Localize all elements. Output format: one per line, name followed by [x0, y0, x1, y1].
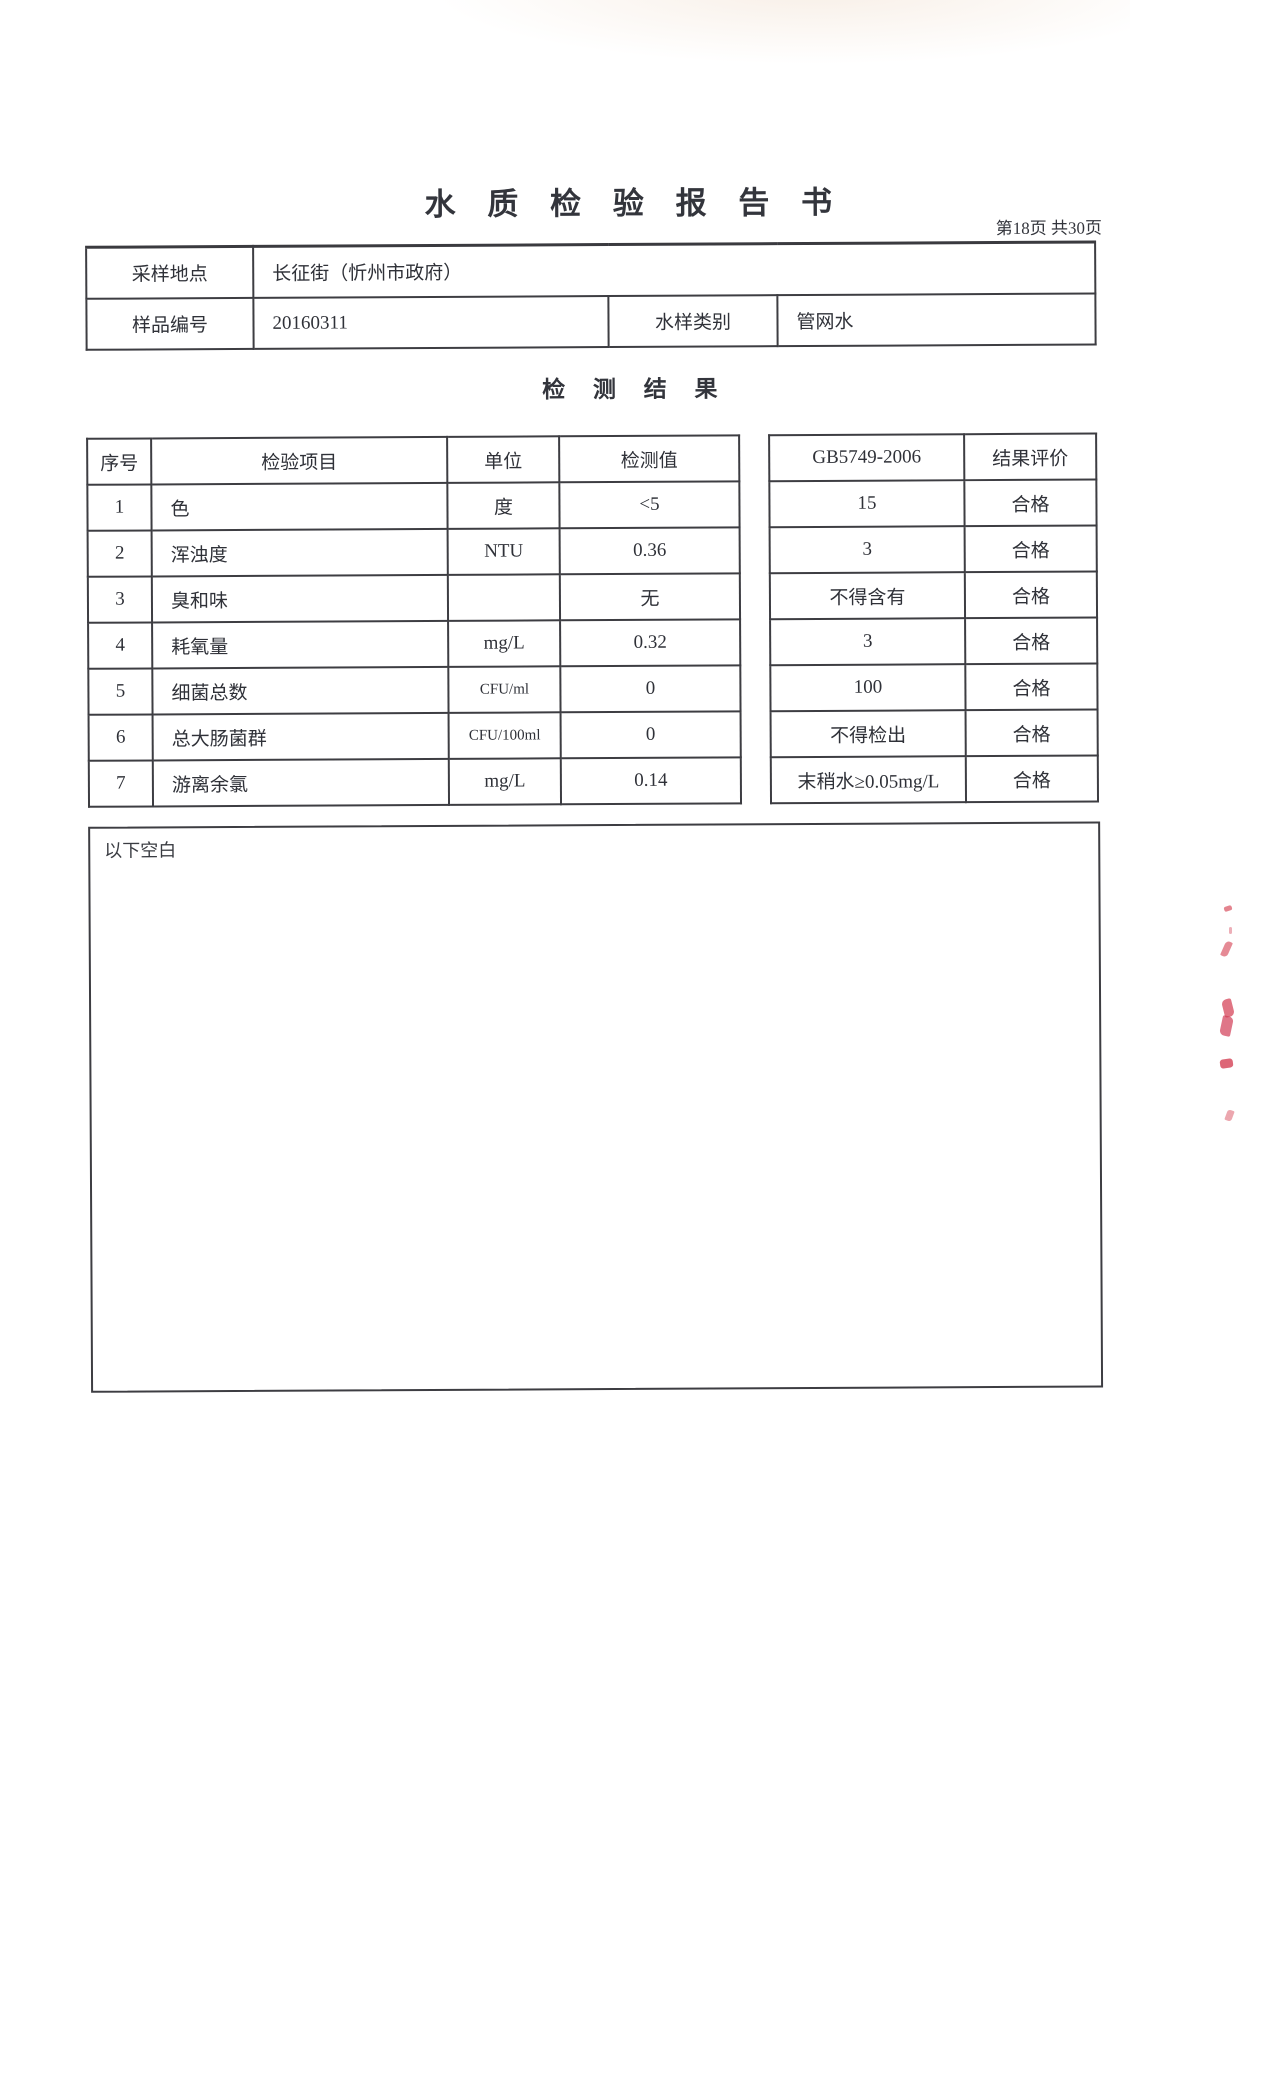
row-unit: mg/L	[448, 758, 562, 805]
table-row: 3 合格	[769, 525, 1097, 574]
section-heading: 检 测 结 果	[542, 376, 729, 403]
sample-info-table: 采样地点 长征街（忻州市政府） 样品编号 20160311 水样类别 管网水	[85, 240, 1097, 351]
sample-id-label: 样品编号	[86, 297, 254, 350]
row-item: 总大肠菌群	[152, 712, 449, 761]
table-row: 末稍水≥0.05mg/L 合格	[770, 755, 1099, 804]
row-value: 0.32	[560, 619, 741, 667]
sampling-site-value: 长征街（忻州市政府）	[253, 242, 1096, 298]
row-standard: 3	[769, 526, 965, 574]
col-header-item: 检验项目	[151, 436, 448, 485]
row-value: 0	[560, 711, 741, 759]
row-item: 臭和味	[151, 574, 449, 623]
table-row: 不得检出 合格	[770, 709, 1098, 758]
water-type-label: 水样类别	[608, 295, 778, 348]
row-unit: NTU	[447, 528, 560, 575]
row-value: 无	[559, 573, 741, 621]
table-header-row: GB5749-2006 结果评价	[769, 433, 1097, 482]
row-index: 6	[88, 714, 153, 761]
row-unit	[447, 574, 561, 621]
table-row: 不得含有 合格	[769, 571, 1098, 620]
blank-note: 以下空白	[104, 840, 177, 861]
row-value: 0	[560, 665, 741, 713]
row-value: 0.14	[560, 757, 742, 805]
row-standard: 100	[770, 664, 966, 712]
row-index: 3	[87, 576, 153, 623]
table-row: 6 总大肠菌群 CFU/100ml 0	[88, 711, 741, 761]
table-row: 3 合格	[770, 617, 1098, 666]
row-index: 2	[87, 530, 152, 577]
row-unit: CFU/ml	[448, 666, 561, 713]
blank-area-box: 以下空白	[88, 821, 1104, 1393]
row-standard: 15	[769, 480, 965, 528]
water-type-value: 管网水	[777, 293, 1096, 347]
table-row: 1 色 度 <5	[87, 481, 740, 531]
row-evaluation: 合格	[965, 617, 1098, 665]
row-index: 7	[88, 760, 154, 807]
row-evaluation: 合格	[965, 663, 1098, 711]
row-item: 细菌总数	[152, 666, 449, 715]
table-row: 15 合格	[769, 479, 1097, 528]
row-standard: 不得含有	[769, 572, 966, 620]
table-row: 2 浑浊度 NTU 0.36	[87, 527, 740, 577]
row-evaluation: 合格	[965, 709, 1098, 757]
row-value: <5	[559, 481, 740, 529]
table-row: 100 合格	[770, 663, 1098, 712]
results-table-right: GB5749-2006 结果评价 15 合格 3 合格 不得含有 合格 3 合格…	[768, 432, 1099, 804]
row-standard: 3	[770, 618, 966, 666]
row-item: 色	[151, 482, 448, 531]
row-index: 1	[87, 484, 152, 531]
row-item: 游离余氯	[152, 758, 450, 807]
table-row: 4 耗氧量 mg/L 0.32	[88, 619, 741, 669]
row-evaluation: 合格	[964, 479, 1097, 527]
row-evaluation: 合格	[965, 755, 1099, 803]
row-standard: 末稍水≥0.05mg/L	[770, 756, 967, 804]
table-row: 采样地点 长征街（忻州市政府）	[86, 242, 1096, 299]
row-evaluation: 合格	[964, 525, 1097, 573]
col-header-value: 检测值	[559, 435, 740, 483]
col-header-standard: GB5749-2006	[769, 434, 965, 482]
table-row: 样品编号 20160311 水样类别 管网水	[86, 293, 1096, 350]
row-unit: mg/L	[448, 620, 561, 667]
table-header-row: 序号 检验项目 单位 检测值	[87, 435, 740, 485]
row-item: 耗氧量	[152, 620, 449, 669]
row-value: 0.36	[559, 527, 740, 575]
col-header-index: 序号	[87, 438, 152, 485]
row-standard: 不得检出	[770, 710, 966, 758]
page-number-label: 第18页 共30页	[995, 218, 1103, 239]
col-header-evaluation: 结果评价	[964, 433, 1097, 481]
sampling-site-label: 采样地点	[86, 246, 254, 299]
row-index: 5	[88, 668, 153, 715]
row-unit: 度	[447, 482, 560, 529]
sample-id-value: 20160311	[253, 296, 609, 349]
row-index: 4	[88, 622, 153, 669]
table-row: 5 细菌总数 CFU/ml 0	[88, 665, 741, 715]
row-unit: CFU/100ml	[448, 712, 561, 759]
table-row: 7 游离余氯 mg/L 0.14	[88, 757, 742, 807]
table-row: 3 臭和味 无	[87, 573, 741, 623]
col-header-unit: 单位	[447, 436, 560, 483]
row-item: 浑浊度	[151, 528, 448, 577]
results-table-left: 序号 检验项目 单位 检测值 1 色 度 <5 2 浑浊度 NTU 0.36 3…	[86, 434, 742, 807]
row-evaluation: 合格	[964, 571, 1098, 619]
